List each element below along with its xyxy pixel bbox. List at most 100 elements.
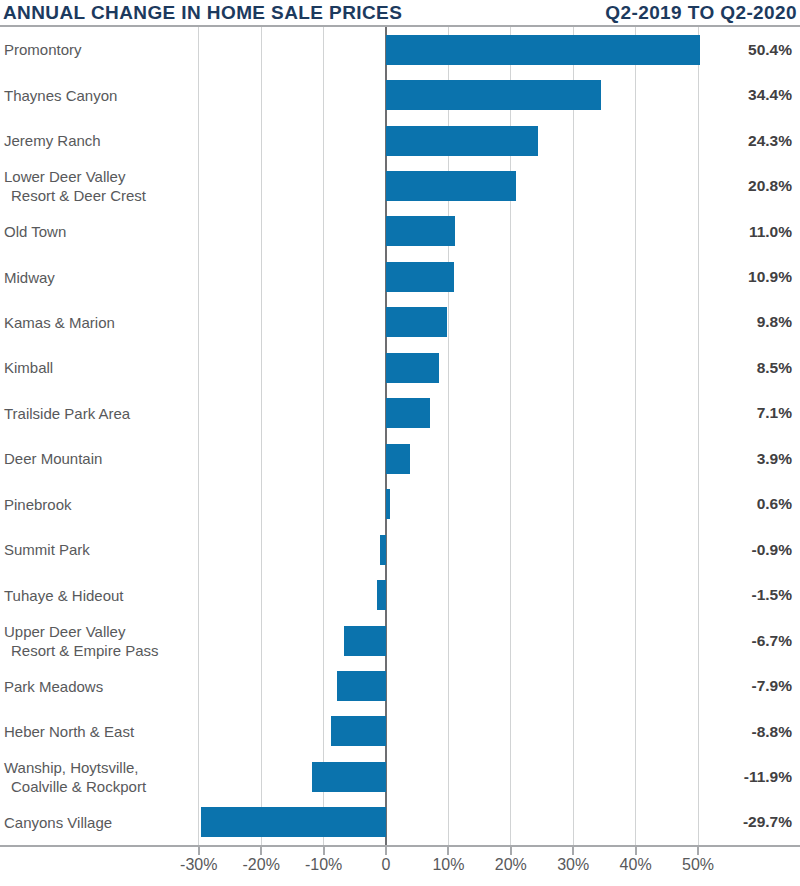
- bar-row: Promontory 50.4%: [0, 27, 800, 72]
- x-axis-tick-label: -20%: [226, 856, 296, 874]
- bar: [312, 762, 386, 792]
- category-label-line: Tuhaye & Hideout: [4, 586, 124, 605]
- category-label: Promontory: [4, 27, 82, 72]
- value-label: 10.9%: [748, 254, 792, 299]
- bar-row: Old Town 11.0%: [0, 209, 800, 254]
- value-label: -0.9%: [752, 527, 793, 572]
- value-label: -29.7%: [743, 800, 792, 845]
- category-label-line: Summit Park: [4, 540, 90, 559]
- x-axis-tick: [260, 845, 262, 855]
- bar-row: Canyons Village -29.7%: [0, 800, 800, 845]
- x-axis-tick: [510, 845, 512, 855]
- category-label-line: Deer Mountain: [4, 449, 102, 468]
- bar-row: Trailside Park Area 7.1%: [0, 391, 800, 436]
- bar: [377, 580, 386, 610]
- category-label: Canyons Village: [4, 800, 112, 845]
- bar-row: Lower Deer ValleyResort & Deer Crest 20.8…: [0, 163, 800, 208]
- category-label: Summit Park: [4, 527, 90, 572]
- bar-row: Midway 10.9%: [0, 254, 800, 299]
- chart-header: ANNUAL CHANGE IN HOME SALE PRICES Q2-201…: [0, 0, 800, 25]
- x-axis-tick: [447, 845, 449, 855]
- bar: [386, 126, 538, 156]
- x-axis-tick-label: 40%: [601, 856, 671, 874]
- bar: [386, 80, 601, 110]
- x-axis-tick-label: 20%: [476, 856, 546, 874]
- category-label: Upper Deer ValleyResort & Empire Pass: [4, 618, 159, 663]
- category-label-line: Jeremy Ranch: [4, 131, 101, 150]
- x-axis-tick-label: 10%: [413, 856, 483, 874]
- value-label: 3.9%: [757, 436, 792, 481]
- category-label-line: Resort & Deer Crest: [4, 186, 146, 205]
- x-axis-tick-label: 50%: [663, 856, 733, 874]
- x-axis-line: [0, 845, 800, 847]
- category-label: Wanship, Hoytsville,Coalville & Rockport: [4, 754, 146, 799]
- category-label-line: Kimball: [4, 358, 53, 377]
- home-price-change-chart: ANNUAL CHANGE IN HOME SALE PRICES Q2-201…: [0, 0, 800, 886]
- bar: [337, 671, 386, 701]
- category-label-line: Resort & Empire Pass: [4, 641, 159, 660]
- category-label-line: Pinebrook: [4, 495, 72, 514]
- bar-row: Park Meadows-7.9%: [0, 663, 800, 708]
- value-label: 0.6%: [757, 482, 792, 527]
- bar-row: Kimball 8.5%: [0, 345, 800, 390]
- category-label: Park Meadows: [4, 663, 103, 708]
- value-label: 11.0%: [749, 209, 792, 254]
- bar: [386, 398, 430, 428]
- x-axis-tick: [572, 845, 574, 855]
- category-label: Thaynes Canyon: [4, 73, 117, 118]
- category-label-line: Kamas & Marion: [4, 313, 115, 332]
- bar: [331, 716, 386, 746]
- bar: [386, 353, 439, 383]
- bar: [386, 307, 447, 337]
- bar-row: Summit Park -0.9%: [0, 527, 800, 572]
- value-label: -11.9%: [744, 754, 792, 799]
- value-label: 20.8%: [748, 163, 792, 208]
- x-axis-tick: [635, 845, 637, 855]
- category-label-line: Park Meadows: [4, 677, 103, 696]
- bar: [386, 216, 455, 246]
- value-label: 8.5%: [757, 345, 792, 390]
- category-label-line: Midway: [4, 268, 55, 287]
- category-label: Lower Deer ValleyResort & Deer Crest: [4, 163, 146, 208]
- plot-area: Promontory50.4%Thaynes Canyon34.4%Jeremy…: [0, 27, 800, 845]
- x-axis-tick: [385, 845, 387, 855]
- value-label: 24.3%: [748, 118, 792, 163]
- value-label: 34.4%: [748, 73, 792, 118]
- chart-title: ANNUAL CHANGE IN HOME SALE PRICES: [3, 2, 402, 24]
- value-label: -1.5%: [752, 572, 793, 617]
- x-axis-tick: [198, 845, 200, 855]
- category-label: Tuhaye & Hideout: [4, 572, 124, 617]
- category-label: Midway: [4, 254, 55, 299]
- category-label: Old Town: [4, 209, 66, 254]
- bar-row: Jeremy Ranch 24.3%: [0, 118, 800, 163]
- bar-row: Tuhaye & Hideout -1.5%: [0, 572, 800, 617]
- bar-row: Heber North & East-8.8%: [0, 709, 800, 754]
- category-label-line: Heber North & East: [4, 722, 134, 741]
- category-label-line: Coalville & Rockport: [4, 777, 146, 796]
- category-label: Deer Mountain: [4, 436, 102, 481]
- bar: [386, 262, 454, 292]
- bar: [386, 489, 390, 519]
- category-label-line: Old Town: [4, 222, 66, 241]
- category-label: Kamas & Marion: [4, 300, 115, 345]
- bar: [201, 807, 386, 837]
- category-label-line: Trailside Park Area: [4, 404, 130, 423]
- bar: [386, 444, 410, 474]
- x-axis-tick-label: -10%: [289, 856, 359, 874]
- category-label: Kimball: [4, 345, 53, 390]
- bar-row: Pinebrook 0.6%: [0, 482, 800, 527]
- x-axis-tick: [323, 845, 325, 855]
- x-axis-tick-label: 30%: [538, 856, 608, 874]
- category-label-line: Upper Deer Valley: [4, 622, 159, 641]
- value-label: 9.8%: [757, 300, 792, 345]
- value-label: 7.1%: [757, 391, 792, 436]
- bar-row: Kamas & Marion 9.8%: [0, 300, 800, 345]
- chart-period: Q2-2019 TO Q2-2020: [605, 2, 797, 24]
- x-axis-tick: [697, 845, 699, 855]
- value-label: 50.4%: [748, 27, 792, 72]
- bar-row: Wanship, Hoytsville,Coalville & Rockport…: [0, 754, 800, 799]
- bar: [344, 626, 386, 656]
- category-label: Jeremy Ranch: [4, 118, 101, 163]
- category-label-line: Lower Deer Valley: [4, 167, 146, 186]
- category-label: Pinebrook: [4, 482, 72, 527]
